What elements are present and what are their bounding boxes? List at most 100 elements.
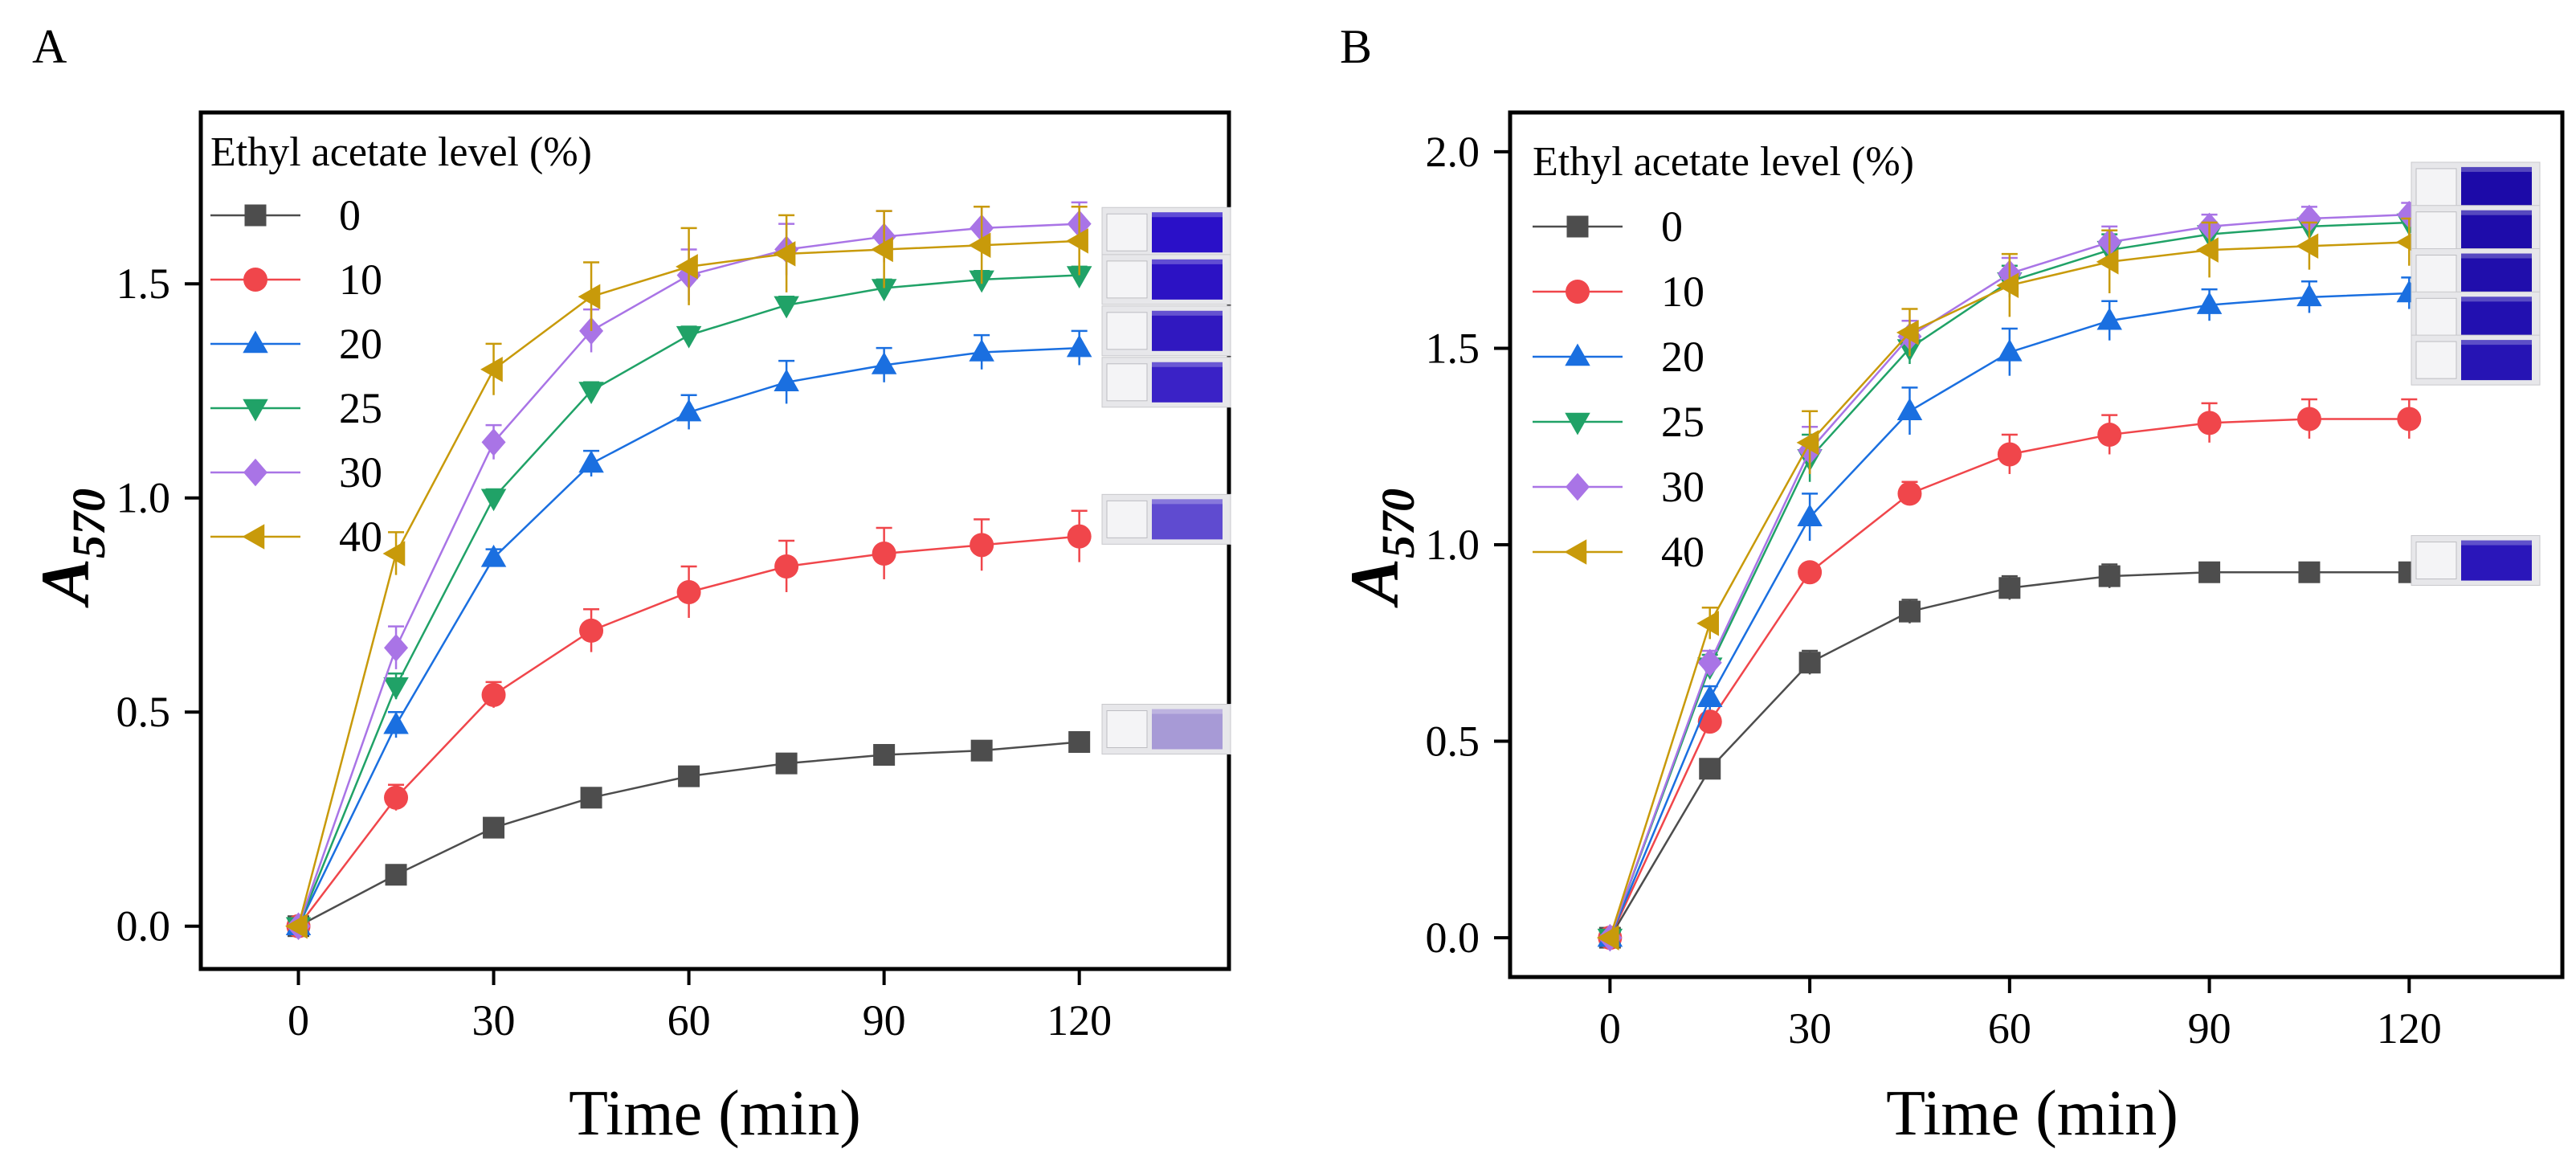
legend-marker [1566, 472, 1590, 501]
data-point [2098, 565, 2121, 587]
x-tick-label: 0 [288, 996, 309, 1045]
cuvette-highlight [2461, 166, 2532, 172]
legend-label: 20 [339, 320, 382, 368]
x-tick-label: 30 [1788, 1004, 1831, 1053]
series-10 [1598, 398, 2422, 951]
data-point [1697, 709, 1722, 734]
plot-layer [1596, 200, 2423, 952]
panel-label: A [32, 20, 67, 73]
data-point [871, 351, 897, 374]
data-point [480, 357, 503, 382]
data-point [382, 541, 406, 566]
data-point [2096, 249, 2119, 275]
series-0 [288, 731, 1091, 938]
x-tick-label: 90 [2188, 1004, 2231, 1053]
data-point [1596, 925, 1619, 951]
cuvette-glass [1106, 363, 1148, 402]
data-point [969, 338, 994, 362]
data-point [2298, 561, 2321, 583]
data-point [872, 541, 896, 566]
legend-marker [1566, 280, 1590, 304]
data-point [2198, 561, 2221, 583]
legend-entry-40: 40 [210, 513, 382, 561]
data-point [1066, 266, 1092, 289]
data-point [481, 682, 506, 707]
cuvette-image-10 [2411, 334, 2541, 386]
data-point [1898, 600, 1921, 623]
cuvette-glass [2415, 542, 2457, 580]
x-tick-label: 90 [863, 996, 906, 1045]
data-point [384, 785, 409, 810]
y-axis-label: A570 [27, 489, 115, 608]
legend-marker [243, 268, 267, 292]
legend-marker [1564, 539, 1587, 565]
tick-layer: 0 30 60 90 120 0.0 0.5 1.0 1.5 [116, 260, 1112, 1045]
legend-marker [243, 458, 267, 487]
series-40 [1596, 217, 2419, 951]
cuvette-solution [2461, 253, 2532, 294]
cuvette-glass [1106, 260, 1148, 299]
cuvette-solution [2461, 540, 2532, 581]
data-point [578, 284, 601, 309]
data-point [1997, 338, 2023, 362]
cuvette-highlight [1152, 362, 1223, 367]
cuvette-glass [1106, 312, 1148, 350]
data-point [2197, 411, 2222, 435]
legend-label: 20 [1661, 333, 1704, 381]
y-tick-label: 1.5 [1426, 324, 1480, 372]
legend: Ethyl acetate level (%) 0 10 20 25 30 40 [210, 129, 592, 561]
cuvette-solution [2461, 340, 2532, 381]
data-point [676, 325, 702, 349]
data-point [1067, 524, 1092, 549]
legend-label: 40 [1661, 528, 1704, 576]
cuvette-image-30 [1101, 254, 1231, 305]
cuvette-image-30 [2411, 161, 2541, 213]
cuvette-image-25 [2411, 205, 2541, 256]
data-point [383, 677, 409, 700]
y-tick-label: 0.5 [116, 688, 171, 736]
cuvette-glass [2415, 168, 2457, 206]
y-axis-label: A570 [1336, 489, 1424, 608]
data-point [1996, 272, 2019, 298]
y-axis-label-sub: 570 [63, 489, 115, 558]
x-tick-label: 120 [2377, 1004, 2442, 1053]
vial-layer [1101, 206, 1231, 755]
data-point [1897, 481, 1922, 506]
legend-title: Ethyl acetate level (%) [210, 129, 592, 175]
legend-label: 10 [339, 256, 382, 304]
cuvette-highlight [1152, 310, 1223, 316]
data-point [873, 744, 896, 766]
legend-label: 0 [1661, 202, 1683, 251]
x-tick-label: 30 [472, 996, 516, 1045]
legend-entry-40: 40 [1533, 528, 1704, 576]
series-10 [286, 509, 1092, 938]
cuvette-highlight [2461, 253, 2532, 259]
cuvette-glass [1106, 710, 1148, 749]
cuvette-solution [2461, 296, 2532, 337]
legend-marker [1565, 343, 1590, 366]
legend-marker [243, 330, 268, 354]
cuvette-image-40 [2411, 248, 2541, 300]
data-point [285, 913, 308, 939]
data-point [1796, 430, 1819, 456]
data-point [480, 489, 507, 512]
x-tick-label: 60 [667, 996, 711, 1045]
cuvette-image-40 [1101, 206, 1231, 258]
legend-entry-30: 30 [210, 448, 382, 497]
data-point [1699, 758, 1721, 780]
data-point [676, 399, 702, 422]
series-20 [285, 329, 1092, 935]
data-point [480, 544, 507, 567]
cuvette-solution [2461, 210, 2532, 251]
cuvette-highlight [2461, 210, 2532, 215]
legend-label: 30 [339, 448, 382, 497]
y-tick-label: 0.0 [1426, 914, 1480, 962]
data-point [2097, 423, 2122, 448]
cuvette-solution [1152, 259, 1223, 300]
legend-title: Ethyl acetate level (%) [1533, 139, 1914, 185]
legend-entry-25: 25 [1533, 398, 1704, 446]
cuvette-glass [2415, 297, 2457, 336]
data-point [483, 816, 505, 839]
